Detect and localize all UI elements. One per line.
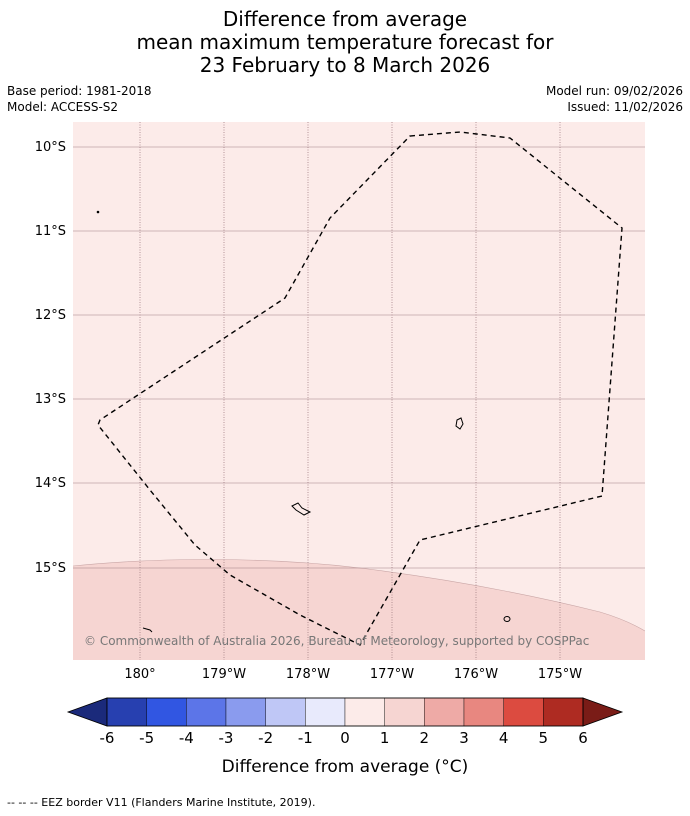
colorbar-tick-label: -1 <box>298 729 313 747</box>
colorbar-bin <box>225 697 266 727</box>
lon-label: 178°W <box>286 667 330 682</box>
base-period: Base period: 1981-2018 <box>7 84 152 98</box>
colorbar-bin <box>424 697 465 727</box>
colorbar: -6 -5 -4 -3 -2 -1 0 1 2 3 4 5 6 Difference from aver… <box>66 697 624 777</box>
colorbar-bins <box>106 697 584 727</box>
lat-label: 15°S <box>35 561 66 576</box>
colorbar-bin <box>106 697 147 727</box>
colorbar-tick-label: -6 <box>100 729 115 747</box>
colorbar-tick-label: 1 <box>380 729 390 747</box>
islands <box>96 210 511 633</box>
eez-border <box>97 131 623 646</box>
colorbar-outline <box>106 697 584 727</box>
lon-label: 177°W <box>370 667 414 682</box>
colorbar-tick-label: 4 <box>499 729 509 747</box>
map-area: © Commonwealth of Australia 2026, Bureau… <box>73 122 645 660</box>
colorbar-bin <box>543 697 584 727</box>
colorbar-tick-label: 3 <box>459 729 469 747</box>
longitude-labels: 180° 179°W 178°W 177°W 176°W 175°W <box>124 667 582 682</box>
anomaly-1-to-2-region <box>73 559 645 660</box>
lon-label: 179°W <box>202 667 246 682</box>
lat-label: 14°S <box>35 476 66 491</box>
meta-left: Base period: 1981-2018 Model: ACCESS-S2 <box>7 83 152 115</box>
colorbar-tick-label: 5 <box>539 729 549 747</box>
copyright-text: © Commonwealth of Australia 2026, Bureau… <box>84 634 589 648</box>
colorbar-bin <box>503 697 544 727</box>
lon-label: 176°W <box>454 667 498 682</box>
model-run: Model run: 09/02/2026 <box>545 84 683 98</box>
island-dot-north <box>96 210 100 214</box>
colorbar-tick-label: -4 <box>179 729 194 747</box>
lon-label: 180° <box>124 667 155 682</box>
island-small-east <box>503 616 511 622</box>
colorbar-label: Difference from average (°C) <box>222 757 469 777</box>
title-line-1: Difference from average <box>222 7 468 31</box>
colorbar-tick-label: -2 <box>258 729 273 747</box>
lat-label: 10°S <box>35 140 66 155</box>
colorbar-tick-label: 2 <box>420 729 430 747</box>
colorbar-tick-label: 6 <box>578 729 588 747</box>
title-line-3: 23 February to 8 March 2026 <box>199 53 491 77</box>
eez-legend-note: -- -- -- EEZ border V11 (Flanders Marine… <box>7 796 316 809</box>
band-boundary-line <box>73 559 645 632</box>
colorbar-bin <box>265 697 306 727</box>
colorbar-bin <box>305 697 346 727</box>
lat-label: 11°S <box>35 224 66 239</box>
lat-label: 13°S <box>35 392 66 407</box>
colorbar-tick-label: 0 <box>340 729 350 747</box>
colorbar-bin <box>344 697 385 727</box>
colorbar-tick-label: -3 <box>219 729 234 747</box>
issued-date: Issued: 11/02/2026 <box>567 100 683 114</box>
colorbar-under-arrow <box>66 697 108 727</box>
colorbar-over-arrow <box>582 697 624 727</box>
island-small-southwest <box>142 627 153 633</box>
colorbar-tick-labels: -6 -5 -4 -3 -2 -1 0 1 2 3 4 5 6 <box>100 729 588 747</box>
title-line-2: mean maximum temperature forecast for <box>136 30 554 54</box>
island-futuna <box>291 502 312 516</box>
latitude-gridlines <box>73 146 645 569</box>
colorbar-bin <box>384 697 425 727</box>
latitude-labels: 10°S 11°S 12°S 13°S 14°S 15°S <box>35 140 66 576</box>
lat-label: 12°S <box>35 308 66 323</box>
model-name: Model: ACCESS-S2 <box>7 100 119 114</box>
colorbar-bin <box>463 697 504 727</box>
colorbar-bin <box>146 697 187 727</box>
meta-right: Model run: 09/02/2026 Issued: 11/02/2026 <box>546 83 683 115</box>
map-title: Difference from average mean maximum tem… <box>0 8 690 77</box>
island-wallis <box>455 417 464 430</box>
colorbar-tick-label: -5 <box>139 729 154 747</box>
colorbar-bin <box>186 697 227 727</box>
lon-label: 175°W <box>538 667 582 682</box>
